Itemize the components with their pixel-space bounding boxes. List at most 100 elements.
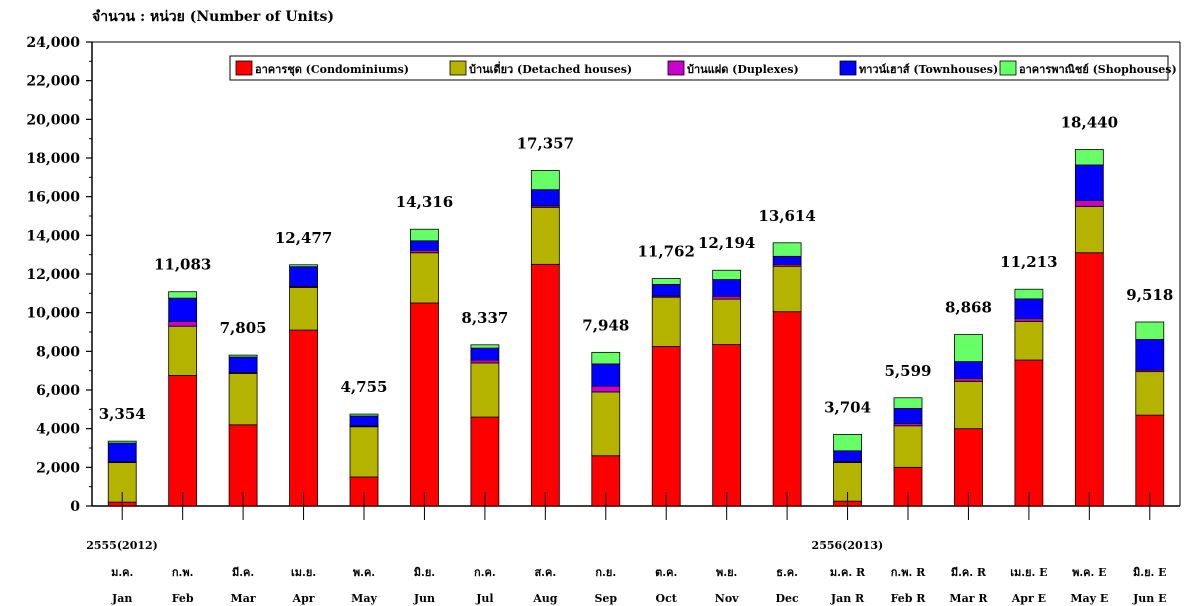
total-label: 11,762 bbox=[638, 243, 695, 261]
bar-segment-3 bbox=[168, 320, 198, 327]
bar-segment-2 bbox=[470, 362, 500, 418]
bar-segment-5 bbox=[289, 264, 318, 268]
x-tick-label-th: ม.ค. R bbox=[830, 566, 866, 579]
bar-segment-2 bbox=[530, 206, 560, 265]
x-tick-label: Nov bbox=[715, 592, 739, 605]
bar-segment-2 bbox=[1074, 205, 1104, 254]
bar-segment-2 bbox=[168, 325, 198, 376]
bar-segment-1 bbox=[289, 329, 318, 507]
bar-segment-3 bbox=[954, 377, 983, 382]
bar-segment-4 bbox=[107, 442, 137, 463]
bar-segment-2 bbox=[1135, 371, 1165, 416]
total-label: 18,440 bbox=[1061, 113, 1118, 131]
x-tick-label-th: เม.ย. bbox=[291, 566, 316, 579]
x-tick-label: May E bbox=[1070, 592, 1108, 605]
bar-segment-1 bbox=[1074, 252, 1104, 507]
y-tick-label: 12,000 bbox=[26, 267, 80, 283]
bar-segment-5 bbox=[470, 344, 500, 349]
bar-segment-4 bbox=[772, 255, 802, 265]
total-label: 11,083 bbox=[154, 256, 211, 274]
bar-segment-1 bbox=[168, 375, 198, 507]
bar-segment-4 bbox=[893, 407, 923, 424]
bar-segment-2 bbox=[712, 298, 742, 345]
bar-segment-3 bbox=[1074, 200, 1104, 207]
bar-segment-2 bbox=[651, 296, 681, 347]
x-tick-label: May bbox=[351, 592, 377, 605]
x-tick-label: Jul bbox=[475, 592, 493, 605]
bar-segment-4 bbox=[833, 450, 862, 463]
bar-segment-3 bbox=[470, 359, 500, 364]
x-tick-label-th: พ.ค. bbox=[353, 566, 375, 579]
bar-segment-3 bbox=[712, 295, 742, 300]
x-tick-label-th: ส.ค. bbox=[534, 566, 556, 579]
x-tick-label: Jan R bbox=[830, 592, 865, 605]
bar-segment-4 bbox=[1135, 338, 1165, 371]
legend-label: บ้านแฝด (Duplexes) bbox=[687, 63, 799, 76]
x-tick-label: Jun bbox=[413, 592, 435, 605]
bar-segment-1 bbox=[651, 346, 681, 507]
total-label: 8,337 bbox=[461, 309, 508, 327]
bar-segment-4 bbox=[349, 415, 379, 427]
x-tick-label-th: ก.พ. bbox=[172, 566, 194, 579]
total-label: 7,948 bbox=[582, 316, 629, 334]
total-label: 12,194 bbox=[698, 234, 755, 252]
y-tick-label: 14,000 bbox=[26, 228, 80, 244]
bar-segment-4 bbox=[591, 363, 621, 387]
bar-segment-2 bbox=[410, 252, 439, 304]
y-tick-label: 4,000 bbox=[36, 422, 80, 438]
legend-swatch bbox=[839, 60, 857, 76]
bar-segment-5 bbox=[591, 351, 621, 365]
bar-segment-5 bbox=[954, 334, 983, 363]
bar-segment-1 bbox=[1135, 414, 1165, 507]
total-label: 12,477 bbox=[275, 229, 332, 247]
bar-segment-5 bbox=[651, 278, 681, 285]
bar-segment-5 bbox=[107, 440, 137, 444]
bar-segment-3 bbox=[1014, 318, 1044, 322]
bar-segment-5 bbox=[712, 269, 742, 280]
bar-segment-4 bbox=[289, 266, 318, 287]
bar-segment-2 bbox=[954, 380, 983, 430]
bar-segment-1 bbox=[772, 311, 802, 507]
total-label: 8,868 bbox=[945, 299, 992, 317]
x-tick-label-th: มิ.ย. E bbox=[1133, 566, 1167, 579]
bar-segment-4 bbox=[954, 361, 983, 379]
legend-label: บ้านเดี่ยว (Detached houses) bbox=[469, 61, 632, 76]
bar-segment-5 bbox=[1014, 288, 1044, 300]
year-label: 2555(2012) bbox=[86, 539, 158, 552]
y-tick-label: 24,000 bbox=[26, 35, 80, 51]
legend-label: ทาวน์เฮาส์ (Townhouses) bbox=[859, 63, 998, 76]
total-label: 11,213 bbox=[1000, 253, 1057, 271]
bar-segment-1 bbox=[712, 344, 742, 507]
x-tick-label-th: พ.ค. E bbox=[1072, 566, 1106, 579]
x-tick-label: Jun E bbox=[1132, 592, 1166, 605]
x-tick-label-th: ก.ย. bbox=[595, 566, 616, 579]
bar-segment-2 bbox=[349, 426, 379, 478]
y-tick-label: 22,000 bbox=[26, 74, 80, 90]
x-tick-label-th: ก.พ. R bbox=[891, 566, 926, 579]
total-label: 14,316 bbox=[396, 193, 453, 211]
x-tick-label: Apr E bbox=[1011, 592, 1046, 605]
bar-segment-4 bbox=[228, 356, 258, 373]
x-tick-label-th: ก.ค. bbox=[474, 566, 496, 579]
legend-swatch bbox=[449, 60, 467, 76]
bar-segment-5 bbox=[349, 413, 379, 417]
bar-segment-5 bbox=[228, 354, 258, 358]
x-tick-label-th: มี.ค. R bbox=[951, 566, 987, 579]
bar-segment-2 bbox=[893, 425, 923, 468]
bar-segment-4 bbox=[1014, 298, 1044, 320]
bar-segment-2 bbox=[591, 391, 621, 457]
bar-segment-2 bbox=[228, 373, 258, 426]
total-label: 3,704 bbox=[824, 398, 871, 416]
y-tick-label: 8,000 bbox=[36, 344, 80, 360]
legend-swatch bbox=[235, 60, 253, 76]
total-label: 4,755 bbox=[341, 378, 388, 396]
y-tick-label: 10,000 bbox=[26, 306, 80, 322]
x-tick-label-th: มี.ค. bbox=[232, 566, 254, 579]
bar-segment-2 bbox=[289, 287, 318, 331]
x-tick-label-th: ม.ค. bbox=[111, 566, 133, 579]
bar-segment-4 bbox=[168, 297, 198, 322]
y-axis-title: จำนวน : หน่วย (Number of Units) bbox=[92, 9, 334, 25]
x-tick-label: Mar R bbox=[949, 592, 988, 605]
y-tick-label: 20,000 bbox=[26, 112, 80, 128]
legend-label: อาคารชุด (Condominiums) bbox=[255, 63, 409, 77]
